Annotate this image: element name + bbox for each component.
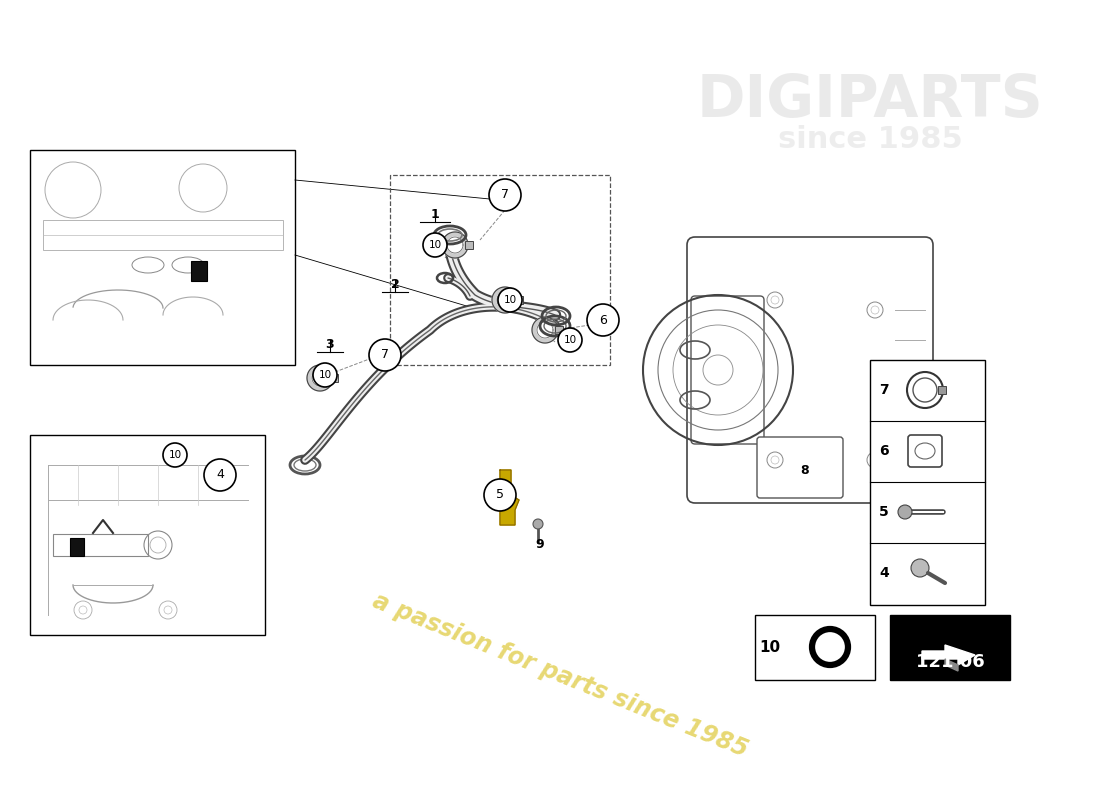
Bar — [515, 296, 522, 304]
Circle shape — [424, 233, 447, 257]
Polygon shape — [492, 287, 518, 313]
Circle shape — [898, 505, 912, 519]
FancyBboxPatch shape — [908, 435, 942, 467]
Text: since 1985: since 1985 — [778, 126, 962, 154]
Bar — [70, 538, 84, 556]
Polygon shape — [945, 659, 958, 671]
Bar — [390, 175, 611, 365]
FancyBboxPatch shape — [688, 237, 933, 503]
Text: 5: 5 — [496, 489, 504, 502]
Text: DIGIPARTS: DIGIPARTS — [696, 71, 1044, 129]
Circle shape — [911, 559, 930, 577]
Text: 9: 9 — [536, 538, 544, 551]
Polygon shape — [537, 322, 553, 338]
Text: 6: 6 — [879, 444, 889, 458]
Polygon shape — [442, 232, 468, 258]
Polygon shape — [312, 370, 328, 386]
Bar — [30, 435, 265, 635]
Text: 7: 7 — [500, 189, 509, 202]
FancyBboxPatch shape — [757, 437, 843, 498]
Circle shape — [163, 443, 187, 467]
Circle shape — [204, 459, 236, 491]
Polygon shape — [922, 645, 975, 665]
Circle shape — [490, 179, 521, 211]
Bar — [53, 534, 148, 556]
Text: 121 06: 121 06 — [915, 653, 984, 671]
Bar — [890, 615, 1010, 680]
Circle shape — [314, 363, 337, 387]
Bar — [870, 360, 984, 605]
Bar — [938, 386, 946, 394]
Text: 8: 8 — [801, 463, 810, 477]
Text: 10: 10 — [759, 639, 781, 654]
Circle shape — [368, 339, 402, 371]
Text: 10: 10 — [563, 335, 576, 345]
FancyBboxPatch shape — [691, 296, 764, 444]
Bar — [30, 150, 295, 365]
Polygon shape — [307, 365, 333, 391]
Text: 10: 10 — [318, 370, 331, 380]
Text: 6: 6 — [600, 314, 607, 326]
Text: 4: 4 — [216, 469, 224, 482]
Polygon shape — [447, 237, 463, 253]
Text: 10: 10 — [168, 450, 182, 460]
Bar — [43, 220, 283, 250]
Polygon shape — [532, 317, 558, 343]
Text: 10: 10 — [504, 295, 517, 305]
Circle shape — [534, 519, 543, 529]
Bar — [465, 241, 473, 249]
Circle shape — [498, 288, 522, 312]
Text: 1: 1 — [430, 209, 439, 222]
Circle shape — [558, 328, 582, 352]
Bar — [330, 374, 338, 382]
Polygon shape — [500, 470, 519, 525]
Text: 10: 10 — [428, 240, 441, 250]
Bar — [755, 615, 874, 680]
Circle shape — [484, 479, 516, 511]
Text: a passion for parts since 1985: a passion for parts since 1985 — [368, 589, 751, 762]
Circle shape — [587, 304, 619, 336]
Text: 7: 7 — [879, 383, 889, 397]
Text: 7: 7 — [381, 349, 389, 362]
Bar — [556, 326, 563, 334]
Polygon shape — [497, 292, 513, 308]
Text: 2: 2 — [390, 278, 399, 291]
Bar — [191, 261, 207, 281]
Text: 3: 3 — [326, 338, 334, 351]
Text: 5: 5 — [879, 505, 889, 519]
Text: 4: 4 — [879, 566, 889, 580]
